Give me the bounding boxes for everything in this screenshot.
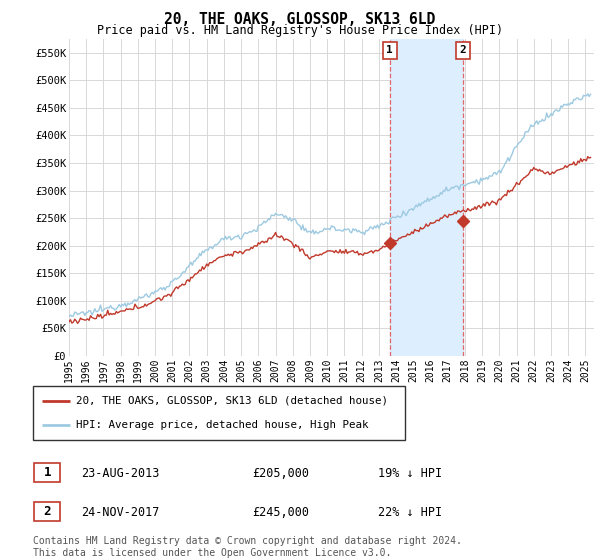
FancyBboxPatch shape <box>34 463 61 482</box>
Text: HPI: Average price, detached house, High Peak: HPI: Average price, detached house, High… <box>76 420 368 430</box>
FancyBboxPatch shape <box>33 386 405 440</box>
Text: 1: 1 <box>44 466 51 479</box>
Text: 20, THE OAKS, GLOSSOP, SK13 6LD (detached house): 20, THE OAKS, GLOSSOP, SK13 6LD (detache… <box>76 396 388 406</box>
Text: 23-AUG-2013: 23-AUG-2013 <box>81 466 160 480</box>
Text: Contains HM Land Registry data © Crown copyright and database right 2024.
This d: Contains HM Land Registry data © Crown c… <box>33 536 462 558</box>
Text: £205,000: £205,000 <box>252 466 309 480</box>
Text: 2: 2 <box>460 45 467 55</box>
FancyBboxPatch shape <box>34 502 61 521</box>
Text: 19% ↓ HPI: 19% ↓ HPI <box>378 466 442 480</box>
Text: 20, THE OAKS, GLOSSOP, SK13 6LD: 20, THE OAKS, GLOSSOP, SK13 6LD <box>164 12 436 27</box>
Text: Price paid vs. HM Land Registry's House Price Index (HPI): Price paid vs. HM Land Registry's House … <box>97 24 503 36</box>
Text: 2: 2 <box>44 505 51 519</box>
Text: 22% ↓ HPI: 22% ↓ HPI <box>378 506 442 519</box>
Text: 1: 1 <box>386 45 393 55</box>
Bar <box>390 39 463 356</box>
Text: 24-NOV-2017: 24-NOV-2017 <box>81 506 160 519</box>
Text: £245,000: £245,000 <box>252 506 309 519</box>
